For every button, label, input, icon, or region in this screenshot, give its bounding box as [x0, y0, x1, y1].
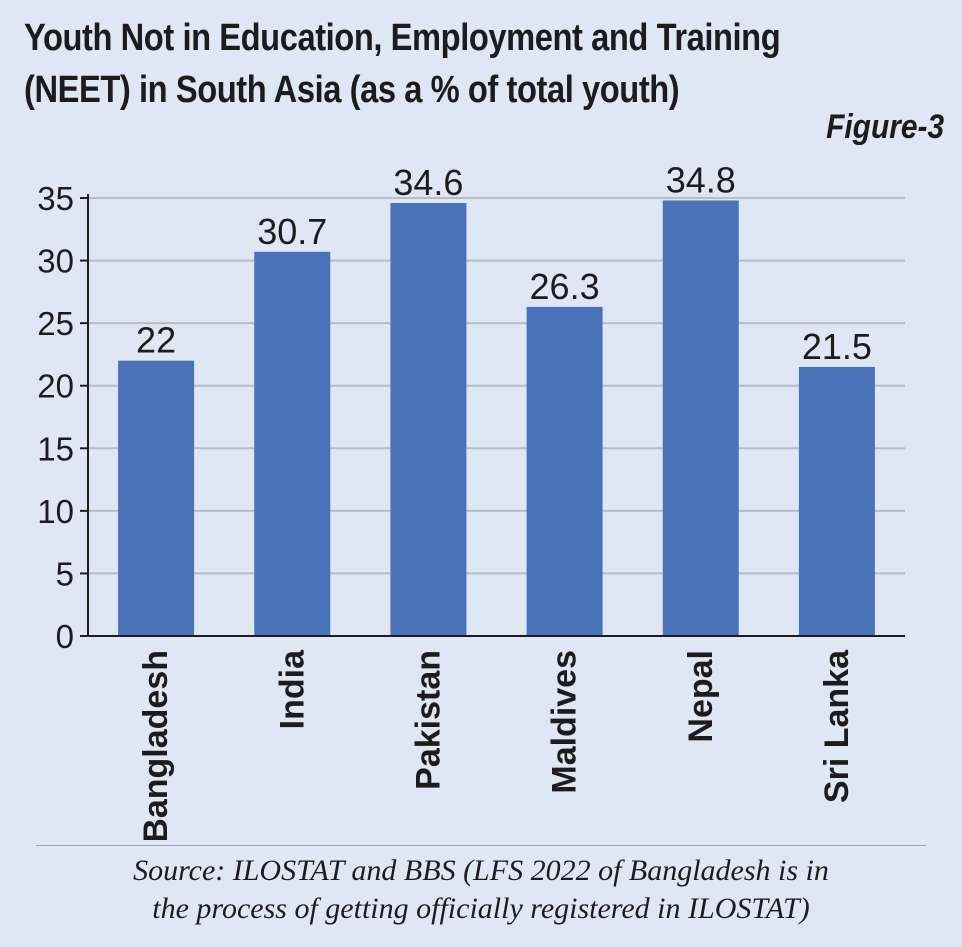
- y-tick-label: 30: [37, 243, 74, 280]
- value-label: 22: [136, 320, 176, 361]
- bar-bangladesh: [118, 360, 195, 636]
- source-line-2: the process of getting officially regist…: [152, 892, 810, 925]
- y-tick-label: 20: [37, 368, 74, 405]
- bar-chart: 0 5 10 15 20 25 30 35 22 30.7 34.6 26.3 34.8 21.5 Ba…: [37, 160, 905, 840]
- value-label: 34.6: [393, 162, 463, 203]
- chart-title-line-2: (NEET) in South Asia (as a % of total yo…: [24, 69, 680, 111]
- footer-divider: [36, 845, 926, 846]
- value-label: 21.5: [802, 326, 872, 367]
- category-labels: Bangladesh India Pakistan Maldives Nepal Sri …: [137, 649, 856, 840]
- source-line-1: Source: ILOSTAT and BBS (LFS 2022 of Ban…: [133, 854, 829, 887]
- y-tick-label: 15: [37, 430, 74, 467]
- bar-maldives: [526, 306, 603, 636]
- gridlines: [88, 197, 905, 575]
- bar-india: [254, 251, 331, 636]
- source-note: Source: ILOSTAT and BBS (LFS 2022 of Ban…: [0, 852, 962, 928]
- category-label: Bangladesh: [137, 650, 175, 840]
- value-label: 34.8: [666, 160, 736, 201]
- y-axis-ticks: 0 5 10 15 20 25 30 35: [37, 180, 88, 655]
- figure-label: Figure-3: [825, 108, 944, 146]
- bars: [118, 200, 875, 636]
- value-label: 26.3: [530, 266, 600, 307]
- y-tick-label: 0: [56, 618, 74, 655]
- value-labels: 22 30.7 34.6 26.3 34.8 21.5: [136, 160, 872, 367]
- bar-nepal: [662, 200, 739, 636]
- category-label: Nepal: [682, 650, 720, 743]
- category-label: India: [273, 649, 311, 729]
- category-label: Sri Lanka: [818, 649, 856, 803]
- category-label: Maldives: [546, 650, 584, 794]
- y-tick-label: 35: [37, 180, 74, 217]
- y-tick-label: 10: [37, 493, 74, 530]
- bar-sri-lanka: [798, 366, 875, 636]
- category-label: Pakistan: [409, 650, 447, 790]
- chart-title: Youth Not in Education, Employment and T…: [24, 12, 798, 116]
- bar-pakistan: [390, 203, 467, 636]
- y-tick-label: 25: [37, 305, 74, 342]
- value-label: 30.7: [257, 211, 327, 252]
- chart-title-line-1: Youth Not in Education, Employment and T…: [24, 17, 781, 59]
- y-tick-label: 5: [56, 555, 74, 592]
